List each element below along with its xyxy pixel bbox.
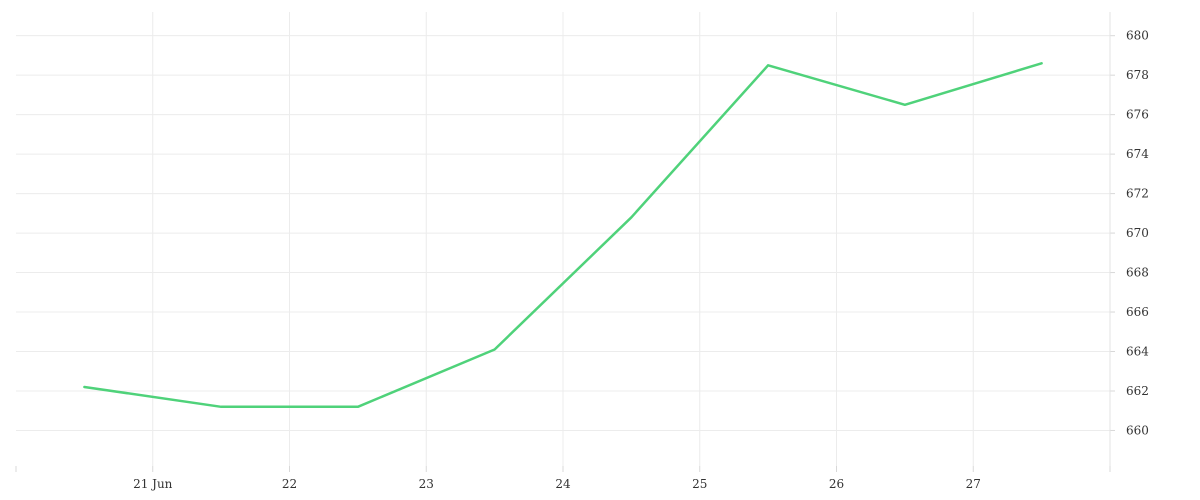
y-tick-label: 662 bbox=[1126, 384, 1149, 398]
x-tick-label: 23 bbox=[419, 477, 434, 491]
y-tick-label: 660 bbox=[1126, 423, 1149, 437]
x-tick-label: 27 bbox=[966, 477, 981, 491]
x-tick-label: 21 Jun bbox=[133, 477, 173, 491]
x-tick-label: 26 bbox=[829, 477, 844, 491]
y-tick-label: 678 bbox=[1126, 68, 1149, 82]
axes bbox=[15, 12, 1115, 472]
y-tick-label: 672 bbox=[1126, 187, 1149, 201]
x-tick-label: 24 bbox=[555, 477, 571, 491]
tick-labels: 660 662 664 666 668 670 672 674 676 678 680 21 Jun 2… bbox=[133, 29, 1149, 491]
y-tick-label: 680 bbox=[1126, 29, 1149, 43]
series-line bbox=[83, 62, 1043, 409]
x-tick-label: 22 bbox=[282, 477, 297, 491]
y-tick-label: 664 bbox=[1126, 345, 1149, 359]
y-tick-label: 676 bbox=[1126, 108, 1149, 122]
y-tick-label: 668 bbox=[1126, 266, 1149, 280]
y-tick-label: 674 bbox=[1126, 147, 1149, 161]
grid bbox=[16, 12, 1110, 466]
y-tick-label: 670 bbox=[1126, 226, 1149, 240]
y-tick-label: 666 bbox=[1126, 305, 1149, 319]
series-layer bbox=[83, 62, 1043, 409]
x-tick-label: 25 bbox=[692, 477, 707, 491]
